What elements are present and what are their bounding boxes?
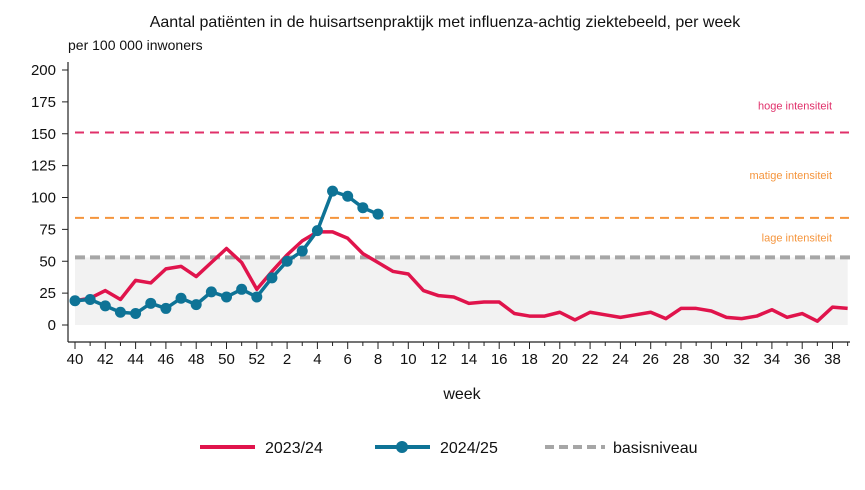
x-tick-label: 50 [218,351,235,368]
series-2024-25-point [84,294,96,305]
series-2024-25-point [145,297,157,309]
x-tick-label: 40 [67,351,84,368]
x-tick-label: 8 [374,351,382,368]
x-tick-label: 24 [612,351,629,368]
y-tick-label: 75 [39,221,56,238]
series-2024-25-point [311,225,323,237]
series-2024-25-point [130,308,142,320]
series-2024-25-point [296,245,308,257]
x-tick-label: 44 [127,351,144,368]
x-tick-label: 6 [344,351,352,368]
chart-title: Aantal patiënten in de huisartsenpraktij… [150,14,742,31]
series-2024-25-point [327,185,339,197]
series-2024-25-point [160,302,172,314]
x-tick-label: 18 [521,351,538,368]
x-tick-label: 30 [703,351,720,368]
x-tick-label: 48 [188,351,205,368]
x-tick-label: 10 [400,351,417,368]
x-tick-label: 46 [158,351,175,368]
legend-label-basisniveau: basisniveau [613,440,698,457]
series-2024-25-point [281,255,293,267]
x-tick-label: 12 [430,351,447,368]
x-tick-label: 34 [764,351,781,368]
series-2024-25-point [342,190,354,202]
band-label-matige-intensiteit: matige intensiteit [749,170,832,182]
x-tick-label: 28 [673,351,690,368]
x-tick-label: 22 [582,351,599,368]
series-2024-25-point [236,283,248,295]
x-tick-label: 4 [313,351,321,368]
series-2024-25-point [175,292,187,304]
series-2024-25-point [251,291,263,303]
y-tick-label: 200 [31,62,56,79]
series-2024-25-point [114,306,126,318]
x-tick-label: 20 [551,351,568,368]
y-tick-label: 50 [39,253,56,270]
x-tick-label: 36 [794,351,811,368]
legend-label-2023-24: 2023/24 [265,440,323,457]
x-tick-label: 16 [491,351,508,368]
series-2024-25-point [205,286,217,298]
series-2024-25-point [221,291,232,303]
series-2024-25-point [69,295,81,307]
legend: 2023/24 2024/25 basisniveau [200,440,698,457]
y-tick-label: 125 [31,158,56,175]
band-label-hoge-intensiteit: hoge intensiteit [758,100,832,112]
series-2024-25-point [357,202,369,214]
legend-label-2024-25: 2024/25 [440,440,498,457]
y-tick-label: 175 [31,94,56,111]
x-tick-label: 38 [824,351,841,368]
series-2024-25-point [372,208,384,220]
series-2023-24-line [74,230,848,323]
x-tick-label: 52 [248,351,265,368]
y-axis-label: per 100 000 inwoners [68,37,203,53]
series-2024-25-point [190,299,202,311]
x-tick-label: 42 [97,351,114,368]
x-tick-label: 32 [733,351,750,368]
legend-marker-2024-25 [396,441,408,453]
y-tick-label: 100 [31,190,56,207]
series-2024-25-point [266,272,278,284]
y-tick-label: 0 [48,317,56,334]
x-tick-label: 14 [461,351,478,368]
x-axis-label: week [442,386,481,403]
series-2024-25-point [99,300,111,312]
baseline-shading [75,257,848,325]
x-tick-label: 26 [642,351,659,368]
band-label-lage-intensiteit: lage intensiteit [762,233,832,245]
x-tick-label: 2 [283,351,291,368]
y-tick-label: 25 [39,285,56,302]
y-tick-label: 150 [31,126,56,143]
